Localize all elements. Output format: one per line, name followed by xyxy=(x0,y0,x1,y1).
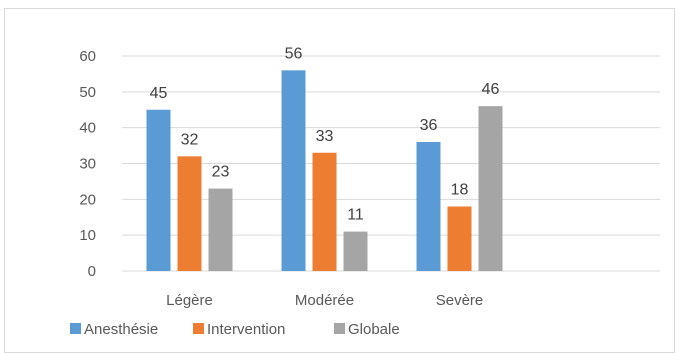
x-tick-label: Sevère xyxy=(436,292,484,309)
legend-label-intervention: Intervention xyxy=(207,321,285,338)
y-tick-label: 30 xyxy=(79,156,96,173)
gridlines xyxy=(122,55,660,272)
y-tick-label: 0 xyxy=(88,263,96,280)
data-label: 45 xyxy=(150,85,168,102)
bar-globale-1 xyxy=(343,231,368,271)
data-label: 56 xyxy=(285,45,303,62)
y-tick-label: 60 xyxy=(79,48,96,65)
bar-globale-0 xyxy=(208,188,233,271)
legend-swatch-globale xyxy=(334,323,345,334)
legend-swatch-anesthésie xyxy=(70,323,81,334)
data-label: 18 xyxy=(451,182,469,199)
y-tick-label: 40 xyxy=(79,120,96,137)
bar-intervention-1 xyxy=(312,152,337,271)
bars xyxy=(146,70,503,272)
x-tick-label: Légère xyxy=(166,292,213,309)
data-label: 46 xyxy=(482,81,500,98)
data-label: 23 xyxy=(212,164,230,181)
y-tick-label: 50 xyxy=(79,84,96,101)
bar-globale-2 xyxy=(478,106,503,272)
y-axis-ticks: 0 10 20 30 40 50 60 xyxy=(79,48,96,280)
y-tick-label: 20 xyxy=(79,191,96,208)
bar-anesthésie-0 xyxy=(146,109,171,271)
legend-label-globale: Globale xyxy=(348,321,400,338)
bar-anesthésie-1 xyxy=(281,70,306,271)
bar-anesthésie-2 xyxy=(416,142,441,271)
data-label: 36 xyxy=(420,117,438,134)
data-label: 33 xyxy=(316,128,334,145)
data-label: 11 xyxy=(347,207,364,224)
legend: Anesthésie Intervention Globale xyxy=(70,321,400,338)
legend-label-anesthésie: Anesthésie xyxy=(84,321,158,338)
data-label: 32 xyxy=(181,131,199,148)
data-labels: 45 32 23 56 33 11 36 18 46 xyxy=(150,45,500,223)
chart-frame xyxy=(4,8,675,353)
bar-intervention-2 xyxy=(447,206,472,271)
x-axis-ticks: Légère Modérée Sevère xyxy=(166,292,483,309)
legend-swatch-intervention xyxy=(193,323,204,334)
x-tick-label: Modérée xyxy=(295,292,354,309)
bar-intervention-0 xyxy=(177,156,202,271)
y-tick-label: 10 xyxy=(79,227,96,244)
